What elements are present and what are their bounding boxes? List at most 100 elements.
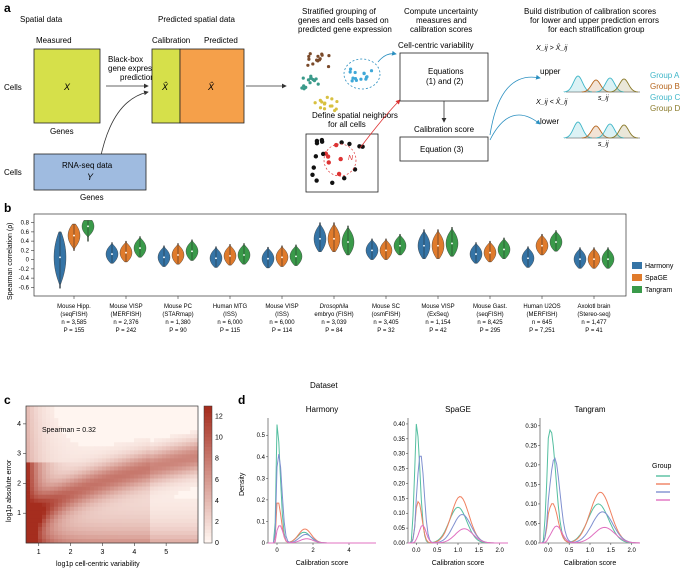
heatmap-cell [130,534,135,540]
heatmap-cell [166,530,171,536]
heatmap-cell [26,422,31,427]
heatmap-cell [150,498,155,504]
heatmap-cell [54,422,59,427]
heatmap-cell [30,446,35,451]
group-legend-item: Group A [650,71,680,80]
cluster-dot [300,86,304,90]
heatmap-cell [174,434,179,439]
heatmap-cell [70,442,75,447]
heatmap-cell [174,502,179,508]
colorbar-step [204,467,212,472]
heatmap-cell [50,482,55,487]
heatmap-cell [126,518,131,524]
heatmap-cell [42,430,47,435]
heatmap-cell [62,538,67,544]
compute-line2: measures and [416,16,467,25]
heatmap-cell [194,482,199,487]
heatmap-cell [26,514,31,520]
calib-score-label: Calibration score [414,125,475,134]
neighbor-dot [342,176,347,181]
heatmap-cell [66,522,71,528]
heatmap-cell [74,490,79,495]
heatmap-cell [50,478,55,483]
heatmap-cell [190,458,195,463]
heatmap-cell [194,442,199,447]
build-line1: Build distribution of calibration scores [524,7,656,16]
heatmap-cell [74,442,79,447]
heatmap-cell [174,510,179,516]
heatmap-cell [162,454,167,459]
heatmap-cell [34,442,39,447]
heatmap-cell [174,490,179,495]
heatmap-cell [34,490,39,495]
heatmap-cell [66,454,71,459]
heatmap-cell [46,478,51,483]
heatmap-cell [150,518,155,524]
heatmap-cell [50,514,55,520]
colorbar-step [204,426,212,431]
violin-axis: -0.6 -0.4 -0.2 0 0.2 0.4 0.6 0.8 [19,221,34,291]
heatmap-cell [154,470,159,475]
heatmap-cell [182,486,187,491]
heatmap-cell [50,522,55,528]
heatmap-cell [134,522,139,528]
heatmap-cell [170,462,175,467]
heatmap-cell [78,450,83,455]
heatmap-cell [102,510,107,516]
subplot-ytick-label: 0.05 [525,521,537,527]
heatmap-cell [66,534,71,540]
violin-median [555,241,557,243]
heatmap-cell [146,486,151,491]
heatmap-cell [114,462,119,467]
heatmap-cell [26,430,31,435]
heatmap-cell [78,478,83,483]
heatmap-cell [194,502,199,508]
heatmap-cell [86,498,91,504]
colorbar-step [204,512,212,516]
heatmap-cell [70,530,75,536]
density-subplot-spage: SpaGE 0.00 0.05 0.10 0.15 0.20 0.25 0.30 0.35 0.4… [393,405,508,567]
heatmap-cell [170,454,175,459]
heatmap-cell [122,486,127,491]
heatmap-cell [86,518,91,524]
heatmap-cell [190,446,195,451]
heatmap-cell [34,498,39,504]
upper-condition: X_ij > X̂_ij [535,44,568,52]
heatmap-cell [38,498,43,504]
heatmap-cell [186,514,191,520]
blackbox-line2: gene expression [108,64,167,73]
heatmap-cell [38,450,43,455]
heatmap-cell [50,490,55,495]
colorbar-step [204,474,212,479]
heatmap-cell [58,502,63,508]
heatmap-cell [46,446,51,451]
colorbar-step [204,488,212,492]
colorbar-step [204,498,212,503]
heatmap-cell [118,442,123,447]
heatmap-cell [62,522,67,528]
heatmap-cell [122,458,127,463]
heatmap-cell [106,450,111,455]
heatmap-cell [38,494,43,499]
heatmap-cell [66,498,71,504]
heatmap-cell [106,458,111,463]
stratified-line3: predicted gene expression [298,25,392,34]
heatmap-cell [50,434,55,439]
category-n: n = 6,000 [269,320,295,326]
heatmap-cell [194,518,199,524]
heatmap-cell [62,442,67,447]
heatmap-cell [106,486,111,491]
heatmap-cell [30,522,35,528]
heatmap-cell [194,462,199,467]
heatmap-cell [26,498,31,504]
heatmap-cell [150,482,155,487]
heatmap-cell [94,506,99,512]
heatmap-cell [106,534,111,540]
category-label: (seqFISH) [60,312,87,318]
violin-median [215,257,217,260]
heatmap-cell [190,438,195,443]
legend-label: Tangram [645,287,672,294]
heatmap-cell [90,450,95,455]
heatmap-cell [134,446,139,451]
heatmap-cell [62,526,67,532]
